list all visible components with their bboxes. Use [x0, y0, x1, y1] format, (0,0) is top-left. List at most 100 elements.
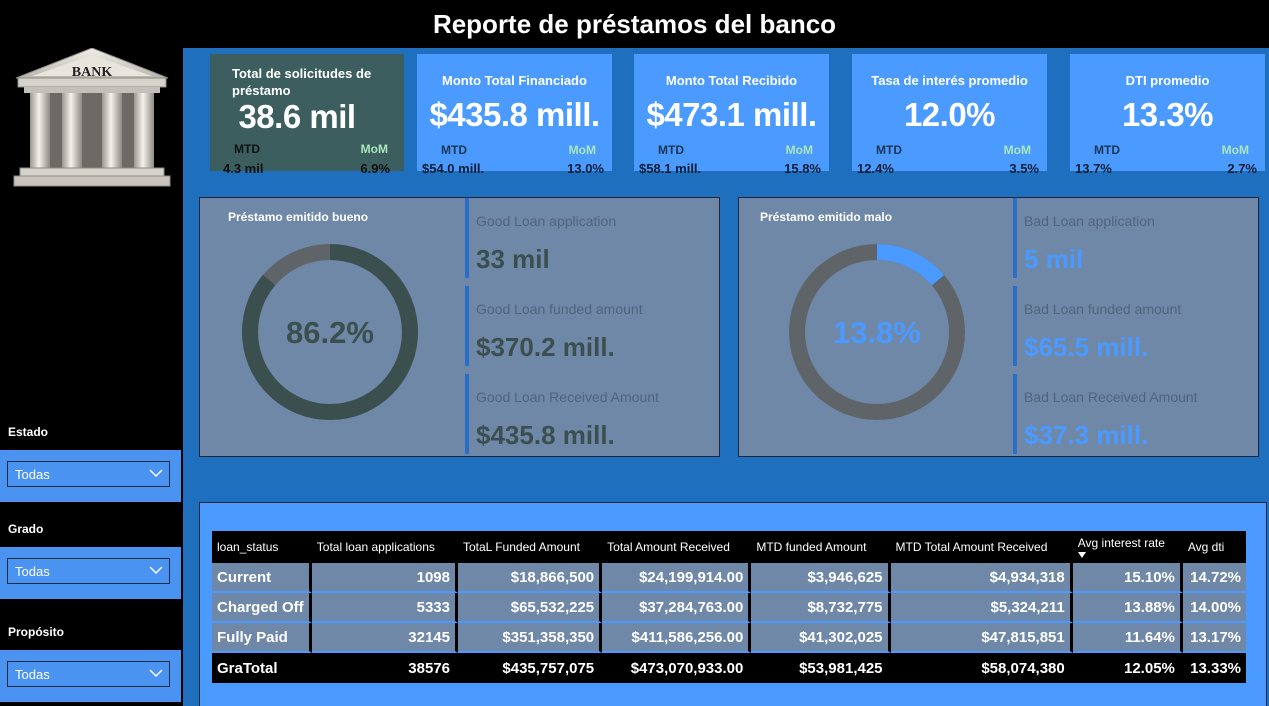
- filter-proposito: Todas: [0, 650, 181, 702]
- good-loan-panel[interactable]: Préstamo emitido bueno 86.2% Good Loan a…: [199, 197, 720, 457]
- kpi-title: Tasa de interés promedio: [871, 73, 1028, 88]
- sidebar: BANK Estado Todas Grado Todas Propósito …: [0, 48, 183, 706]
- kpi-card-funded[interactable]: Monto Total Financiado $435.8 mill. MTD …: [417, 54, 612, 176]
- kpi-mom-label: MoM: [1003, 143, 1031, 157]
- metric-label: Bad Loan Received Amount: [1024, 389, 1198, 405]
- table-cell: $351,358,350: [457, 623, 603, 653]
- kpi-title: Total de solicitudes de préstamo: [232, 66, 372, 98]
- filter-label-proposito: Propósito: [8, 625, 64, 639]
- bad-loan-received-card: Bad Loan Received Amount $37.3 mill.: [1013, 374, 1263, 454]
- table-row[interactable]: Current 1098 $18,866,500 $24,199,914.00 $3,9…: [212, 563, 1246, 593]
- table-total-cell: $435,757,075: [457, 653, 603, 683]
- table-cell: 13.88%: [1072, 593, 1183, 623]
- table-cell: $41,302,025: [751, 623, 891, 653]
- good-donut-arc: [242, 244, 418, 420]
- table-cell: 5333: [311, 593, 458, 623]
- kpi-card-interest[interactable]: Tasa de interés promedio 12.0% MTD MoM 1…: [852, 54, 1047, 176]
- metric-label: Good Loan Received Amount: [476, 389, 659, 405]
- kpi-mtd-label: MTD: [1094, 143, 1120, 157]
- metric-value: $65.5 mill.: [1024, 332, 1149, 362]
- kpi-title: Monto Total Financiado: [442, 73, 587, 88]
- kpi-mom-value: 15.8%: [784, 161, 821, 176]
- kpi-mtd-value: 12.4%: [857, 161, 894, 176]
- column-header-avg-interest[interactable]: Avg interest rate: [1072, 531, 1183, 563]
- kpi-mtd-label: MTD: [441, 143, 467, 157]
- table-cell: $4,934,318: [890, 563, 1073, 593]
- metric-value: $435.8 mill.: [476, 420, 615, 450]
- column-header-amount-received[interactable]: Total Amount Received: [602, 531, 752, 563]
- chevron-down-icon: [149, 669, 163, 678]
- metric-value: $37.3 mill.: [1024, 420, 1149, 450]
- metric-label: Good Loan application: [476, 213, 617, 229]
- column-header-avg-dti[interactable]: Avg dti: [1182, 531, 1246, 563]
- table-cell: $18,866,500: [457, 563, 603, 593]
- table-cell: 14.00%: [1182, 593, 1246, 623]
- kpi-card-applications[interactable]: Total de solicitudes de préstamo 38.6 mi…: [210, 54, 404, 176]
- column-header-funded-amount[interactable]: TotaL Funded Amount: [457, 531, 603, 563]
- kpi-title: Monto Total Recibido: [665, 73, 798, 88]
- metric-value: 5 mil: [1024, 244, 1084, 274]
- kpi-value: 12.0%: [903, 96, 996, 133]
- table-cell: Fully Paid: [212, 623, 312, 653]
- bad-donut-label: 13.8%: [833, 315, 921, 350]
- column-header-avg-interest-label: Avg interest rate: [1077, 536, 1165, 550]
- filter-label-grado: Grado: [8, 522, 44, 536]
- kpi-mtd-value: 4.3 mil: [223, 161, 264, 176]
- table-cell: Current: [212, 563, 312, 593]
- table-row[interactable]: Charged Off 5333 $65,532,225 $37,284,763.00…: [212, 593, 1246, 623]
- filter-label-estado: Estado: [8, 425, 49, 439]
- good-loan-application-card: Good Loan application 33 mil: [465, 198, 715, 278]
- kpi-mom-label: MoM: [360, 142, 388, 156]
- kpi-mom-value: 6.9%: [360, 161, 390, 176]
- table-cell: Charged Off: [212, 593, 312, 623]
- table-cell: $65,532,225: [457, 593, 603, 623]
- table-total-cell: 38576: [311, 653, 458, 683]
- table-cell: 14.72%: [1182, 563, 1246, 593]
- metric-value: $370.2 mill.: [476, 332, 615, 362]
- bad-loan-panel[interactable]: Préstamo emitido malo 13.8% Bad Loan app…: [738, 197, 1259, 457]
- proposito-dropdown[interactable]: Todas: [7, 661, 170, 687]
- table-row[interactable]: Fully Paid 32145 $351,358,350 $411,586,256.…: [212, 623, 1246, 653]
- bad-loan-donut[interactable]: 13.8%: [777, 232, 977, 432]
- metric-value: 33 mil: [476, 244, 550, 274]
- kpi-mtd-label: MTD: [234, 142, 260, 156]
- kpi-card-dti[interactable]: DTI promedio 13.3% MTD MoM 13.7% 2.7%: [1070, 54, 1265, 176]
- sort-descending-icon: [1077, 552, 1086, 558]
- good-donut-label: 86.2%: [286, 315, 374, 350]
- bank-logo-text: BANK: [71, 65, 113, 80]
- kpi-mom-value: 2.7%: [1227, 161, 1257, 176]
- loan-status-table[interactable]: loan_status Total loan applications Tota…: [212, 531, 1246, 683]
- kpi-mom-label: MoM: [1221, 143, 1249, 157]
- kpi-card-received[interactable]: Monto Total Recibido $473.1 mill. MTD Mo…: [634, 54, 829, 176]
- kpi-mtd-value: 13.7%: [1075, 161, 1112, 176]
- bad-loan-funded-card: Bad Loan funded amount $65.5 mill.: [1013, 286, 1263, 366]
- bad-loan-application-card: Bad Loan application 5 mil: [1013, 198, 1263, 278]
- good-loan-funded-card: Good Loan funded amount $370.2 mill.: [465, 286, 715, 366]
- page-title: Reporte de préstamos del banco: [432, 8, 837, 39]
- estado-dropdown[interactable]: Todas: [7, 461, 170, 487]
- loan-status-table-panel: loan_status Total loan applications Tota…: [199, 502, 1267, 706]
- column-header-total-applications[interactable]: Total loan applications: [311, 531, 458, 563]
- column-header-mtd-received[interactable]: MTD Total Amount Received: [890, 531, 1073, 563]
- metric-label: Good Loan funded amount: [476, 301, 643, 317]
- proposito-dropdown-value: Todas: [15, 666, 50, 682]
- grado-dropdown-value: Todas: [15, 563, 50, 579]
- table-cell: 15.10%: [1072, 563, 1183, 593]
- table-total-cell: 12.05%: [1072, 653, 1183, 683]
- dashboard-canvas: Total de solicitudes de préstamo 38.6 mi…: [183, 48, 1269, 706]
- bad-donut-arc: [789, 244, 965, 420]
- kpi-title: DTI promedio: [1125, 73, 1210, 88]
- kpi-mtd-value: $58.1 mill.: [639, 161, 702, 176]
- table-total-cell: $53,981,425: [751, 653, 891, 683]
- table-cell: $5,324,211: [890, 593, 1073, 623]
- good-loan-donut[interactable]: 86.2%: [230, 232, 430, 432]
- grado-dropdown[interactable]: Todas: [7, 558, 170, 584]
- column-header-mtd-funded[interactable]: MTD funded Amount: [751, 531, 891, 563]
- column-header-loan-status[interactable]: loan_status: [212, 531, 312, 563]
- table-cell: 32145: [311, 623, 458, 653]
- table-total-row[interactable]: GraTotal 38576 $435,757,075 $473,070,933.00…: [212, 653, 1246, 683]
- kpi-value: 13.3%: [1121, 96, 1214, 133]
- metric-label: Bad Loan application: [1024, 213, 1155, 229]
- table-header-row: loan_status Total loan applications Tota…: [212, 531, 1246, 563]
- kpi-mom-label: MoM: [785, 143, 813, 157]
